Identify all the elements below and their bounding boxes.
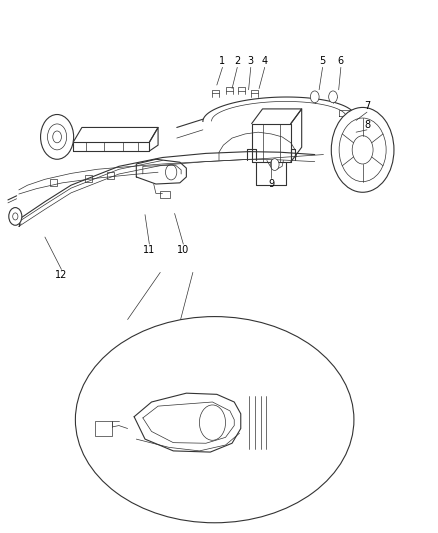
Bar — [160, 191, 170, 198]
Text: 4: 4 — [261, 56, 268, 67]
Bar — [85, 175, 92, 182]
Circle shape — [199, 405, 226, 440]
Circle shape — [339, 118, 386, 182]
Circle shape — [9, 207, 22, 225]
Circle shape — [270, 159, 279, 171]
Text: 12: 12 — [55, 270, 67, 280]
Circle shape — [352, 136, 373, 164]
Bar — [50, 179, 57, 187]
Text: 3: 3 — [248, 56, 254, 67]
Text: 5: 5 — [319, 56, 326, 67]
Text: 8: 8 — [364, 120, 370, 130]
Circle shape — [328, 91, 337, 103]
Circle shape — [53, 131, 61, 143]
Circle shape — [166, 165, 177, 180]
Text: 1: 1 — [219, 56, 226, 67]
Text: 10: 10 — [177, 245, 190, 255]
Text: 7: 7 — [364, 101, 370, 111]
Text: 11: 11 — [143, 245, 155, 255]
Circle shape — [311, 91, 319, 103]
Circle shape — [331, 108, 394, 192]
Text: 9: 9 — [268, 179, 274, 189]
Bar — [107, 172, 114, 179]
Circle shape — [47, 124, 67, 150]
Bar — [95, 421, 112, 435]
Text: 2: 2 — [234, 56, 240, 67]
Text: 6: 6 — [338, 56, 344, 67]
Circle shape — [41, 115, 74, 159]
Circle shape — [13, 213, 18, 220]
Ellipse shape — [75, 317, 354, 523]
